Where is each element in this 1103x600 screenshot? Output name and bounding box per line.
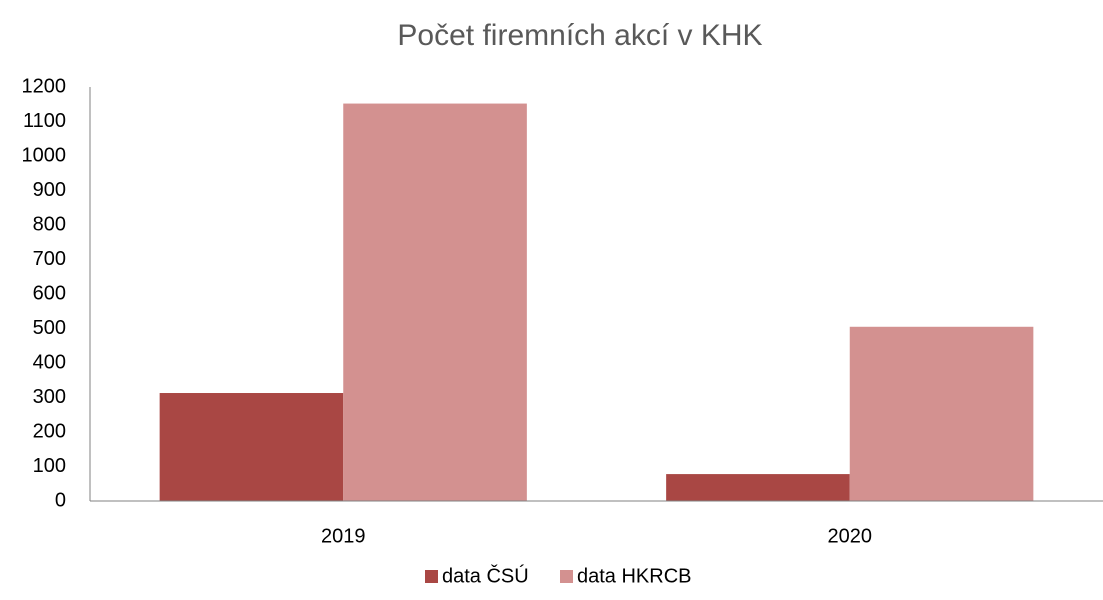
x-tick-label: 2020 <box>828 525 873 547</box>
bar <box>159 393 344 501</box>
bar <box>666 474 850 501</box>
bar <box>849 326 1034 501</box>
y-tick-label: 900 <box>33 179 66 201</box>
x-tick-label: 2019 <box>321 525 366 547</box>
legend-swatch <box>425 570 438 583</box>
legend-swatch <box>560 570 573 583</box>
y-tick-label: 700 <box>33 248 66 270</box>
y-tick-label: 1200 <box>22 75 67 97</box>
y-tick-label: 300 <box>33 386 66 408</box>
y-tick-label: 1000 <box>22 144 67 166</box>
bar <box>343 103 527 501</box>
y-tick-label: 800 <box>33 213 66 235</box>
y-tick-label: 100 <box>33 455 66 477</box>
y-tick-label: 400 <box>33 351 66 373</box>
y-tick-label: 0 <box>55 489 66 511</box>
y-tick-label: 1100 <box>23 110 66 132</box>
y-tick-label: 500 <box>33 317 66 339</box>
y-tick-label: 200 <box>33 420 66 442</box>
chart-title: Počet firemních akcí v KHK <box>397 19 762 52</box>
legend-label: data HKRCB <box>577 565 692 587</box>
legend-label: data ČSÚ <box>442 564 529 587</box>
y-tick-label: 600 <box>33 282 66 304</box>
